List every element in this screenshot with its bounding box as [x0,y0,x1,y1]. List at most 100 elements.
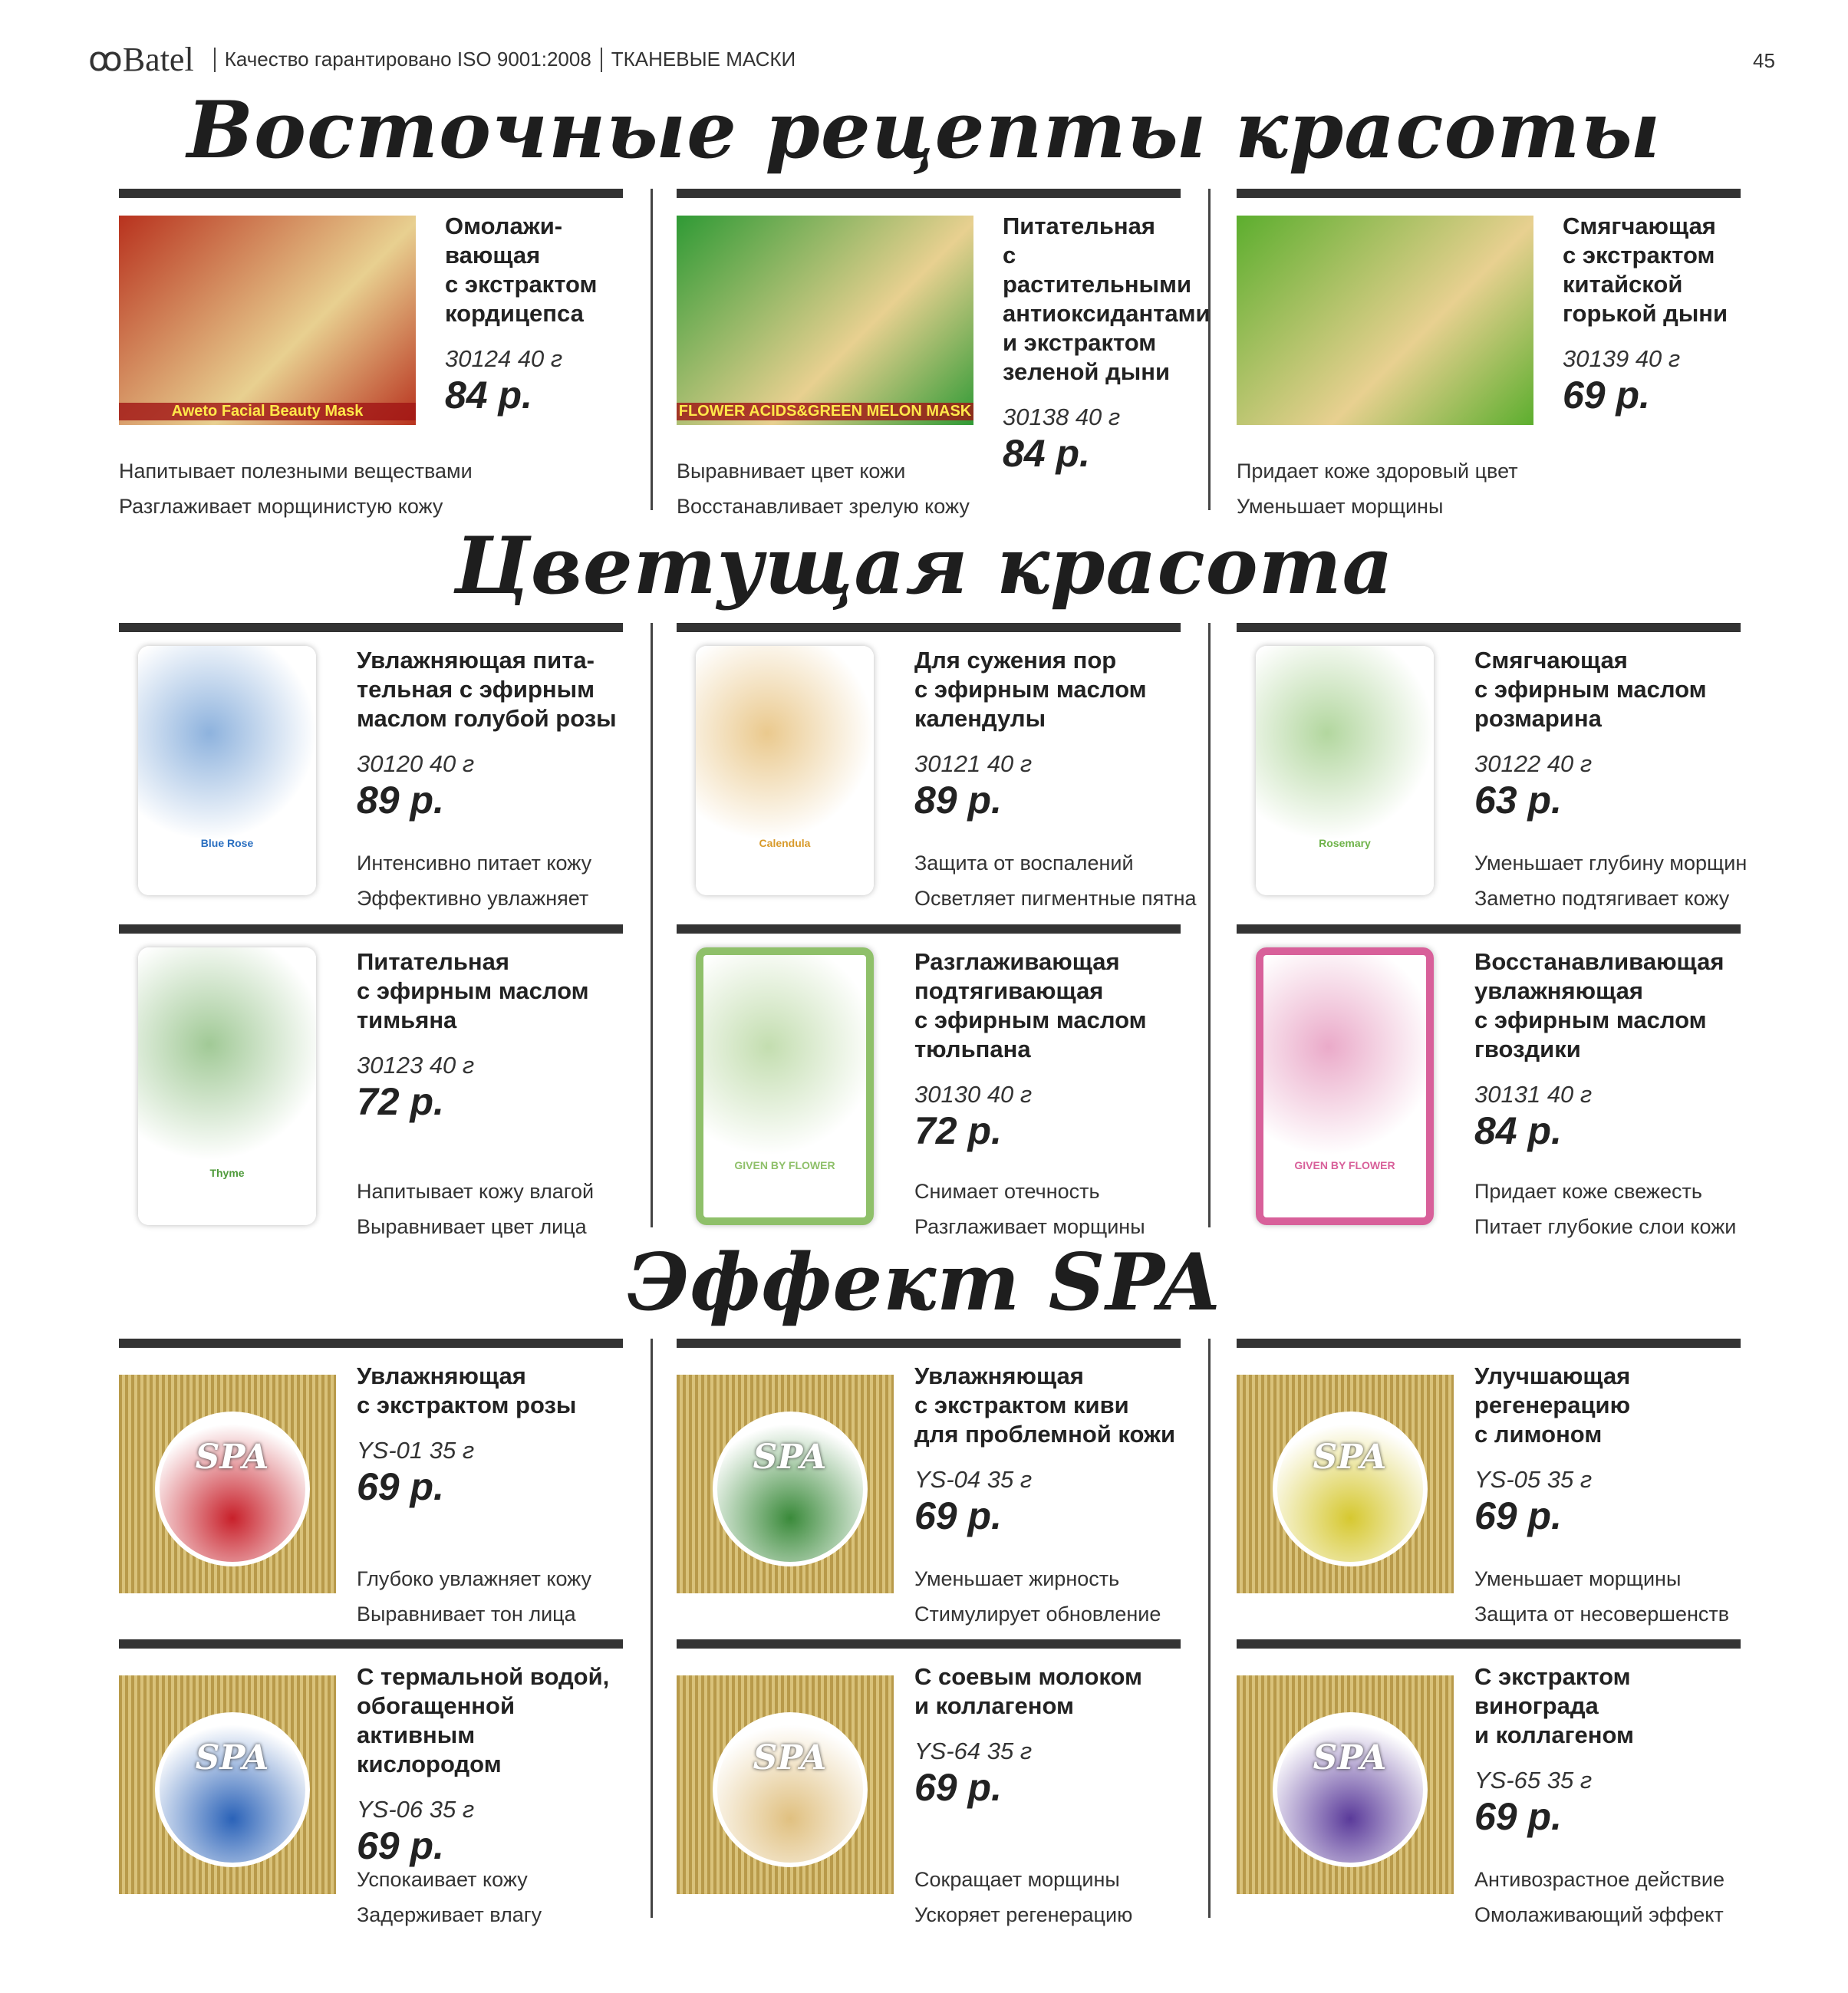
product-benefits: Уменьшает морщины Защита от несовершенств [1474,1561,1729,1632]
product-benefits: Уменьшает глубину морщин Заметно подтягив… [1474,845,1747,916]
product-title: Увлажняющая с экстрактом киви для пробле… [914,1362,1176,1448]
product-code: YS-05 35 г [1474,1466,1593,1493]
benefit-item: Глубоко увлажняет кожу [357,1567,592,1590]
product-price: 84 р. [445,374,532,417]
product-code: 30122 40 г [1474,750,1593,777]
benefit-item: Питает глубокие слои кожи [1474,1215,1737,1238]
benefit-item: Ускоряет регенерацию [914,1903,1133,1926]
product-image: Blue Rose [138,646,316,895]
product-info: Увлажняющая с экстрактом киви для пробле… [914,1362,1175,1538]
product-image: Thyme [138,947,316,1225]
card-top-bar [1237,189,1741,198]
card-top-bar [119,1639,623,1649]
product-benefits: Антивозрастное действие Омолаживающий эфф… [1474,1862,1724,1932]
product-price: 69 р. [914,1494,1002,1537]
benefit-item: Уменьшает глубину морщин [1474,852,1748,875]
product-image: GIVEN BY FLOWER [696,947,874,1225]
card-top-bar [1237,623,1741,632]
pack-label: Calendula [759,837,811,849]
benefit-item: Придает коже здоровый цвет [1237,460,1518,483]
product-card: Rosemary Смягчающая с эфирным маслом розм… [1237,623,1747,945]
pack-circle: SPA [1272,1711,1428,1867]
card-top-bar [677,189,1181,198]
product-info: Питательная с эфирным маслом тимьяна 3012… [357,947,589,1124]
pack-label: SPA [1313,1738,1387,1777]
column-divider [651,189,653,510]
card-top-bar [677,1339,1181,1348]
product-info: Смягчающая с эфирным маслом розмарина 301… [1474,646,1707,822]
product-benefits: Интенсивно питает кожу Эффективно увлажня… [357,845,591,916]
product-image: GIVEN BY FLOWER [1256,947,1434,1225]
card-top-bar [119,1339,623,1348]
header-category: ТКАНЕВЫЕ МАСКИ [611,48,796,71]
product-benefits: Напитывает полезными веществами Разглажив… [119,453,473,524]
pack-circle: SPA [712,1711,868,1867]
product-code: YS-06 35 г [357,1796,475,1823]
card-top-bar [677,924,1181,934]
product-card: GIVEN BY FLOWER Восстанавливающая увлажня… [1237,924,1741,1247]
pack-label: GIVEN BY FLOWER [734,1159,835,1171]
card-top-bar [1237,924,1741,934]
pack-label: Aweto Facial Beauty Mask [119,403,416,420]
product-title: Увлажняющая с экстрактом розы [357,1362,577,1418]
product-price: 69 р. [357,1824,444,1867]
column-divider [1208,1339,1211,1918]
product-price: 69 р. [1563,374,1650,417]
product-code: 30130 40 г [914,1081,1033,1108]
product-title: Питательная с растительными антиоксидант… [1003,212,1211,385]
benefit-item: Защита от несовершенств [1474,1603,1730,1626]
product-card: Aweto Facial Beauty Mask Омолажи- вающая … [119,189,623,518]
page-header: ꝏBatel Качество гарантировано ISO 9001:2… [88,40,796,79]
benefit-item: Заметно подтягивает кожу [1474,887,1730,910]
benefit-item: Задерживает влагу [357,1903,542,1926]
product-benefits: Успокаивает кожу Задерживает влагу [357,1862,542,1932]
page-number: 45 [1753,49,1775,72]
pack-label: Thyme [209,1167,245,1179]
benefit-item: Придает коже свежесть [1474,1180,1702,1203]
product-image: Calendula [696,646,874,895]
product-info: Увлажняющая пита- тельная с эфирным масл… [357,646,617,822]
card-top-bar [119,623,623,632]
benefit-item: Антивозрастное действие [1474,1868,1725,1891]
benefit-item: Эффективно увлажняет [357,887,589,910]
product-code: YS-64 35 г [914,1738,1033,1764]
benefit-item: Восстанавливает зрелую кожу [677,495,970,518]
product-benefits: Защита от воспалений Осветляет пигментные… [914,845,1197,916]
product-benefits: Снимает отечность Разглаживает морщины [914,1174,1145,1244]
benefit-item: Разглаживает морщины [914,1215,1145,1238]
benefit-item: Выравнивает цвет кожи [677,460,906,483]
pack-circle: SPA [154,1411,310,1566]
benefit-item: Разглаживает морщинистую кожу [119,495,443,518]
section-title: Восточные рецепты красоты [186,84,1662,176]
product-image: SPA [119,1375,336,1593]
product-card: SPA Улучшающая регенерацию с лимоном YS-05… [1237,1339,1741,1661]
product-image [1237,216,1533,425]
benefit-item: Омолаживающий эффект [1474,1903,1724,1926]
product-price: 84 р. [1003,432,1090,475]
product-card: SPA С соевым молоком и коллагеном YS-64 35… [677,1639,1181,1962]
product-image: Rosemary [1256,646,1434,895]
product-info: Для сужения пор с эфирным маслом календу… [914,646,1147,822]
card-top-bar [119,189,623,198]
pack-circle: SPA [712,1411,868,1566]
product-title: Разглаживающая подтягивающая с эфирным м… [914,948,1147,1062]
product-benefits: Выравнивает цвет кожи Восстанавливает зре… [677,453,970,524]
product-image: SPA [1237,1375,1454,1593]
product-price: 69 р. [357,1465,444,1508]
product-card: SPA С экстрактом винограда и коллагеном YS… [1237,1639,1741,1962]
product-benefits: Сокращает морщины Ускоряет регенерацию [914,1862,1132,1932]
pack-label: SPA [1313,1437,1387,1477]
benefit-item: Успокаивает кожу [357,1868,528,1891]
product-code: YS-65 35 г [1474,1767,1593,1794]
benefit-item: Уменьшает морщины [1237,495,1444,518]
product-info: Смягчающая с экстрактом китайской горько… [1563,212,1728,417]
product-title: Смягчающая с экстрактом китайской горько… [1563,212,1728,327]
product-card: FLOWER ACIDS&GREEN MELON MASK Питательная… [677,189,1211,518]
benefit-item: Осветляет пигментные пятна [914,887,1197,910]
product-price: 89 р. [357,779,444,822]
divider [213,47,216,72]
benefit-item: Сокращает морщины [914,1868,1120,1891]
product-benefits: Глубоко увлажняет кожу Выравнивает тон ли… [357,1561,591,1632]
pack-label: Rosemary [1319,837,1371,849]
